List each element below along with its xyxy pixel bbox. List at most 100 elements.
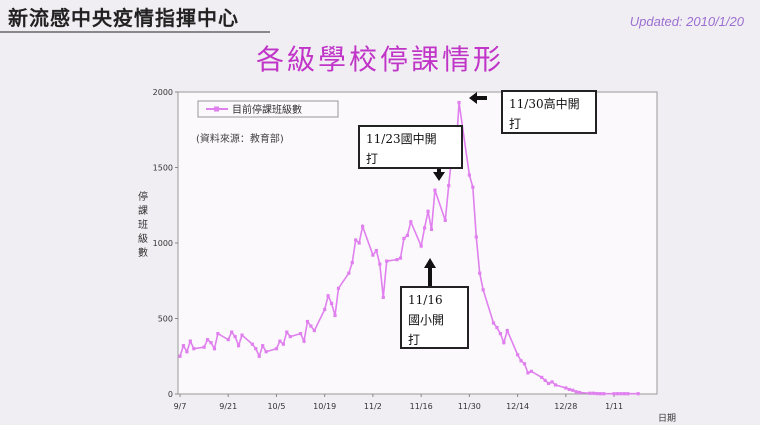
y-axis-label-char: 數 [138, 246, 148, 259]
data-point [226, 338, 230, 342]
annotation-arrows [424, 92, 487, 287]
data-point [181, 344, 186, 348]
series-line [178, 100, 640, 396]
updated-date: Updated: 2010/1/20 [629, 14, 744, 29]
annotation-1130-line1: 11/30高中開 [509, 97, 580, 111]
y-tick-label: 0 [168, 390, 173, 399]
data-point [374, 248, 378, 253]
data-point [298, 332, 303, 336]
y-tick-label: 1000 [153, 239, 173, 248]
annotation-1130-line2: 打 [509, 117, 522, 131]
data-point [236, 344, 241, 348]
page-title: 各級學校停課情形 [255, 43, 504, 76]
annotation-1116: 11/16 國小開 打 [400, 286, 469, 349]
data-point [357, 241, 361, 245]
data-point [250, 342, 254, 346]
data-point [216, 332, 220, 336]
data-point [622, 392, 627, 396]
data-point [209, 341, 213, 345]
data-point [405, 233, 409, 238]
data-point [578, 390, 582, 395]
data-point [281, 342, 285, 346]
data-point [547, 381, 551, 386]
x-tick-label: 12/14 [506, 402, 529, 411]
legend-box [197, 100, 339, 118]
data-point [529, 369, 533, 373]
x-tick-label: 10/5 [267, 402, 285, 411]
annotation-1123: 11/23國中開 打 [358, 125, 463, 169]
x-tick-label: 9/7 [174, 402, 187, 411]
data-point [336, 286, 341, 290]
data-point [309, 324, 313, 328]
y-axis-label-char: 級 [138, 232, 148, 245]
annotation-1116-line1: 11/16 [408, 293, 443, 307]
data-point [202, 345, 206, 349]
data-point [591, 391, 595, 395]
data-point [429, 227, 434, 232]
legend-label: 目前停課班級數 [232, 103, 302, 116]
y-tick-label: 2000 [153, 88, 173, 97]
x-tick-label: 12/28 [554, 402, 577, 411]
x-tick-label: 11/2 [364, 402, 382, 411]
data-point [478, 271, 482, 275]
y-axis-label: 停課班級數 [138, 190, 148, 259]
data-point [543, 378, 547, 383]
org-name: 新流感中央疫情指揮中心 [8, 6, 239, 30]
data-point [305, 319, 310, 324]
y-axis-label-char: 停 [138, 190, 148, 203]
data-point [598, 392, 602, 396]
data-point [240, 333, 244, 337]
annotation-1116-line3: 打 [408, 333, 421, 347]
annotation-1130: 11/30高中開 打 [501, 90, 597, 134]
data-point [519, 359, 523, 363]
data-point [612, 392, 616, 396]
source-note: (資料來源：教育部) [196, 132, 284, 145]
x-axis: 9/7 9/21 10/5 10/19 11/2 11/16 11/30 12/14 12/28… [174, 394, 623, 411]
data-point [502, 341, 506, 345]
data-point [254, 347, 258, 351]
x-tick-label: 11/16 [410, 402, 433, 411]
data-point [329, 301, 334, 305]
y-tick-label: 500 [158, 315, 173, 324]
data-point [274, 347, 279, 351]
data-point [588, 391, 592, 395]
x-axis-label: 日期 [658, 413, 676, 424]
data-point [471, 185, 475, 189]
annotation-1123-line1: 11/23國中開 [366, 132, 437, 146]
y-axis-label-char: 課 [138, 204, 148, 217]
data-point [567, 387, 571, 392]
data-point [385, 259, 389, 263]
data-point [474, 235, 478, 239]
data-point [619, 392, 623, 396]
x-tick-label: 11/30 [458, 402, 481, 411]
data-point [333, 313, 337, 318]
data-point [398, 256, 403, 260]
data-point [615, 392, 620, 396]
data-point [233, 335, 237, 339]
data-point [378, 262, 382, 266]
x-tick-label: 10/19 [313, 402, 336, 411]
y-axis: 0 500 1000 1500 2000 [153, 88, 178, 399]
data-point [285, 330, 289, 334]
data-point [467, 173, 471, 177]
data-point [354, 238, 358, 242]
data-point [278, 339, 282, 343]
data-point [212, 347, 217, 351]
data-point [574, 390, 578, 394]
data-point [312, 328, 316, 333]
y-tick-label: 1500 [153, 164, 173, 173]
data-point [261, 344, 265, 348]
data-point [426, 209, 430, 213]
legend: 目前停課班級數 [197, 100, 339, 118]
data-point [433, 188, 437, 192]
data-point [409, 220, 413, 224]
data-point [526, 371, 530, 375]
data-point [602, 392, 606, 396]
arrow-1116 [424, 258, 436, 287]
header-divider [0, 31, 270, 33]
data-point [636, 392, 640, 396]
data-point [595, 391, 599, 396]
data-point [381, 295, 385, 299]
data-point [553, 383, 558, 387]
